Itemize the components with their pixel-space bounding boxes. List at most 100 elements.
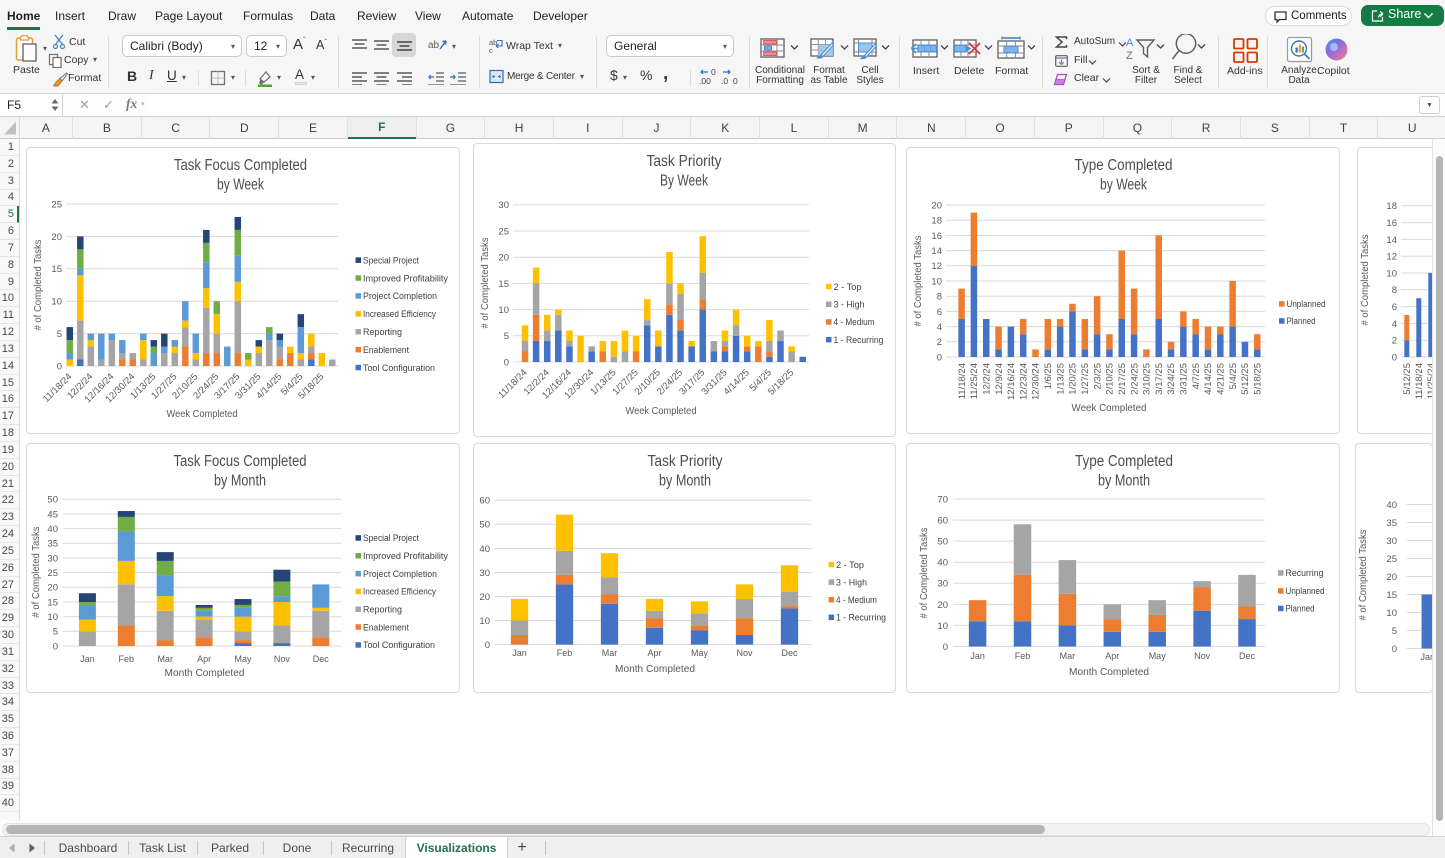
svg-text:Month Completed: Month Completed (615, 663, 695, 675)
svg-text:2: 2 (937, 337, 942, 348)
svg-text:3/24/25: 3/24/25 (1166, 363, 1177, 395)
svg-text:25: 25 (47, 568, 58, 579)
svg-text:3 - High: 3 - High (836, 577, 867, 587)
svg-text:May: May (691, 648, 709, 658)
svg-text:15: 15 (47, 597, 58, 608)
svg-text:1/20/25: 1/20/25 (1068, 363, 1079, 395)
svg-text:Apr: Apr (1105, 651, 1119, 661)
svg-text:6: 6 (1392, 302, 1397, 313)
svg-text:Increased Efficiency: Increased Efficiency (363, 587, 436, 597)
svg-text:# of Completed Tasks: # of Completed Tasks (480, 238, 491, 329)
svg-text:Reporting: Reporting (363, 605, 402, 615)
svg-text:12/23/24: 12/23/24 (1018, 363, 1029, 400)
svg-text:4: 4 (937, 322, 942, 333)
svg-text:30: 30 (498, 200, 509, 211)
svg-text:20: 20 (498, 253, 509, 264)
svg-text:# of Completed Tasks: # of Completed Tasks (1360, 235, 1371, 326)
svg-text:5: 5 (504, 331, 509, 342)
svg-text:0: 0 (1392, 352, 1397, 363)
svg-text:16: 16 (1386, 218, 1397, 229)
svg-text:# of Completed Tasks: # of Completed Tasks (919, 528, 930, 619)
svg-text:Project Completion: Project Completion (363, 569, 437, 579)
svg-text:3/17/25: 3/17/25 (1154, 363, 1165, 395)
svg-text:Apr: Apr (647, 648, 661, 658)
svg-text:18: 18 (1386, 201, 1397, 212)
svg-text:12/2/24: 12/2/24 (981, 363, 992, 395)
svg-text:1/27/25: 1/27/25 (1080, 363, 1091, 395)
svg-text:50: 50 (47, 495, 58, 506)
svg-text:40: 40 (47, 524, 58, 535)
svg-text:Feb: Feb (1015, 651, 1031, 661)
svg-text:0: 0 (943, 642, 948, 653)
svg-text:# of Completed Tasks: # of Completed Tasks (913, 236, 924, 327)
svg-text:4 - Medium: 4 - Medium (834, 317, 875, 327)
svg-text:Task Priority: Task Priority (647, 153, 722, 170)
svg-text:2/17/25: 2/17/25 (1117, 363, 1128, 395)
svg-text:Jan: Jan (1421, 652, 1433, 662)
svg-text:12/9/24: 12/9/24 (994, 363, 1005, 395)
svg-text:10: 10 (937, 621, 948, 632)
svg-text:0: 0 (53, 641, 58, 652)
svg-text:10: 10 (51, 297, 62, 308)
svg-text:15: 15 (51, 264, 62, 275)
svg-text:Feb: Feb (557, 648, 573, 658)
svg-text:20: 20 (479, 592, 490, 603)
svg-text:4/21/25: 4/21/25 (1216, 363, 1227, 395)
svg-text:35: 35 (47, 539, 58, 550)
svg-text:0: 0 (485, 640, 490, 651)
svg-text:12/16/24: 12/16/24 (1006, 363, 1017, 400)
svg-text:Planned: Planned (1286, 604, 1315, 614)
svg-text:Enablement: Enablement (363, 345, 409, 355)
svg-text:11/25/24: 11/25/24 (1426, 363, 1435, 399)
svg-text:Task Priority: Task Priority (648, 453, 723, 470)
svg-text:2/24/25: 2/24/25 (1129, 363, 1140, 395)
svg-text:5/12/25: 5/12/25 (1402, 363, 1413, 395)
svg-text:Jan: Jan (512, 648, 527, 658)
svg-text:0: 0 (733, 76, 738, 86)
svg-text:Mar: Mar (157, 654, 173, 664)
svg-text:30: 30 (1386, 536, 1397, 547)
svg-text:0: 0 (57, 361, 62, 372)
svg-text:50: 50 (479, 520, 490, 531)
svg-text:Planned: Planned (1287, 316, 1316, 326)
svg-text:14: 14 (931, 246, 942, 257)
svg-text:40: 40 (1386, 500, 1397, 511)
svg-text:11/18/24: 11/18/24 (496, 367, 529, 400)
svg-text:# of Completed Tasks: # of Completed Tasks (1358, 530, 1369, 621)
svg-text:Improved Profitability: Improved Profitability (363, 273, 448, 283)
svg-text:Jan: Jan (970, 651, 985, 661)
svg-text:May: May (1149, 651, 1167, 661)
svg-text:10: 10 (479, 616, 490, 627)
svg-text:20: 20 (1386, 572, 1397, 583)
svg-text:c: c (489, 46, 493, 55)
svg-text:45: 45 (47, 509, 58, 520)
svg-text:30: 30 (479, 568, 490, 579)
svg-text:2/10/25: 2/10/25 (1105, 363, 1116, 395)
svg-text:Dec: Dec (781, 648, 798, 658)
svg-text:Jan: Jan (80, 654, 95, 664)
svg-text:1/13/25: 1/13/25 (1055, 363, 1066, 395)
svg-text:6: 6 (937, 307, 942, 318)
svg-text:20: 20 (51, 232, 62, 243)
svg-text:Reporting: Reporting (363, 327, 402, 337)
svg-text:Feb: Feb (119, 654, 135, 664)
svg-text:Type Completed: Type Completed (1075, 157, 1173, 174)
svg-text:ab: ab (428, 40, 440, 51)
svg-text:# of Completed Tasks: # of Completed Tasks (33, 240, 44, 331)
svg-text:by Week: by Week (217, 177, 264, 194)
svg-text:Mar: Mar (1060, 651, 1076, 661)
svg-text:35: 35 (1386, 518, 1397, 529)
svg-text:Enablement: Enablement (363, 622, 409, 632)
svg-text:Month Completed: Month Completed (165, 667, 245, 679)
svg-text:Unplanned: Unplanned (1287, 299, 1326, 309)
svg-text:.00: .00 (699, 76, 711, 86)
svg-text:Apr: Apr (197, 654, 211, 664)
svg-text:30: 30 (937, 579, 948, 590)
svg-text:Tool Configuration: Tool Configuration (363, 640, 435, 650)
svg-text:Task Focus Completed: Task Focus Completed (174, 157, 307, 174)
svg-text:by Week: by Week (1100, 177, 1147, 194)
svg-text:Mar: Mar (602, 648, 618, 658)
svg-text:15: 15 (1386, 590, 1397, 601)
svg-text:2 - Top: 2 - Top (836, 560, 864, 570)
svg-text:0: 0 (504, 357, 509, 368)
